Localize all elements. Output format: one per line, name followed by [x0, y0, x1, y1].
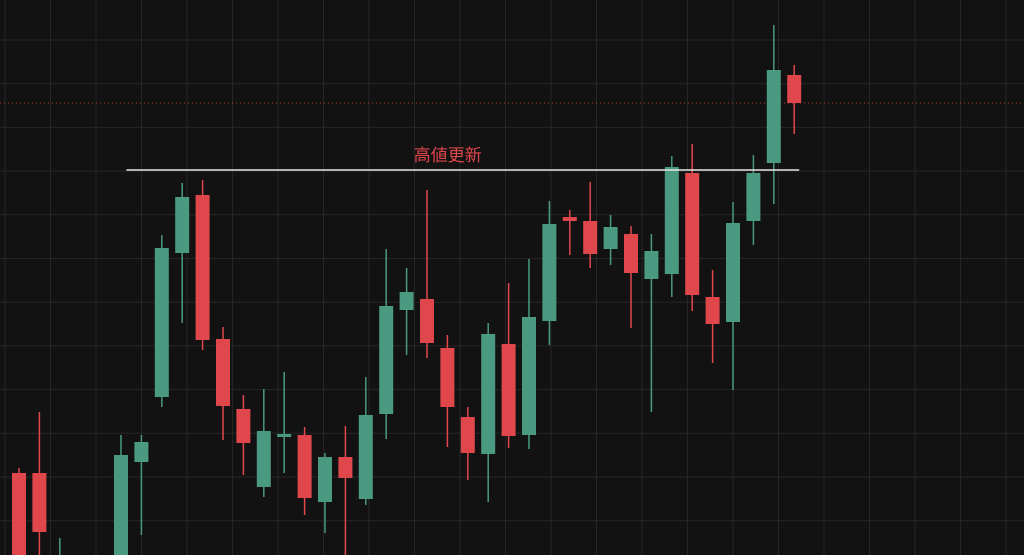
candle-down: [32, 412, 47, 555]
candle-down: [420, 190, 434, 358]
candle-body: [644, 251, 659, 279]
annotations: 高値更新: [414, 146, 482, 166]
candle-up: [644, 234, 659, 412]
candle-body: [175, 197, 190, 253]
candle-body: [236, 409, 251, 443]
candle-up: [175, 183, 190, 323]
candle-up: [746, 155, 761, 245]
candle-up: [522, 259, 536, 449]
candle-body: [705, 297, 720, 324]
candle-body: [766, 70, 781, 163]
candle-down: [562, 210, 577, 255]
candle-down: [236, 395, 251, 475]
candle-up: [603, 215, 618, 265]
candle-up: [664, 156, 679, 297]
candle-body: [399, 292, 414, 310]
candle-down: [705, 270, 720, 363]
candle-body: [522, 317, 536, 435]
candle-body: [256, 431, 271, 487]
candle-up: [358, 377, 373, 505]
candles: [12, 25, 802, 555]
candle-up: [59, 538, 61, 555]
candle-body: [603, 227, 618, 249]
candle-up: [114, 435, 128, 555]
candle-body: [481, 334, 496, 454]
candle-down: [501, 283, 516, 448]
candle-body: [624, 234, 638, 273]
candle-down: [583, 182, 598, 268]
annotation-label: 高値更新: [414, 146, 482, 166]
candle-body: [318, 457, 332, 502]
candle-down: [624, 226, 638, 328]
candle-body: [134, 442, 149, 462]
candle-down: [460, 407, 475, 480]
candle-up: [766, 25, 781, 204]
candle-down: [297, 427, 312, 515]
candle-body: [787, 75, 802, 103]
candle-body: [542, 224, 557, 321]
candle-body: [195, 195, 210, 340]
candle-up: [399, 268, 414, 355]
candle-body: [420, 299, 434, 343]
candle-up: [481, 323, 496, 502]
candle-down: [338, 426, 353, 555]
candle-body: [664, 167, 679, 274]
candle-body: [746, 173, 761, 221]
candle-down: [787, 65, 802, 134]
candle-body: [12, 473, 26, 555]
candle-up: [542, 201, 557, 345]
candle-down: [12, 468, 26, 555]
candle-body: [460, 417, 475, 453]
candle-down: [685, 144, 700, 311]
candle-body: [114, 455, 128, 555]
candle-down: [440, 335, 455, 447]
candle-up: [256, 389, 271, 497]
candle-body: [379, 306, 394, 414]
candle-up: [379, 249, 394, 439]
candle-body: [277, 434, 292, 437]
candle-body: [297, 435, 312, 498]
candle-body: [562, 217, 577, 221]
candle-up: [154, 235, 169, 407]
candle-body: [685, 173, 700, 295]
candle-up: [134, 435, 149, 535]
candle-up: [318, 453, 332, 533]
candle-body: [358, 415, 373, 499]
candle-down: [195, 180, 210, 350]
candle-body: [154, 248, 169, 397]
candle-up: [277, 372, 292, 473]
candle-body: [32, 473, 47, 532]
candle-down: [216, 327, 230, 440]
candle-body: [726, 223, 740, 322]
candle-up: [726, 202, 740, 390]
candle-body: [440, 348, 455, 407]
candle-body: [216, 339, 230, 406]
candle-body: [583, 221, 598, 254]
candle-body: [338, 457, 353, 478]
candle-body: [501, 344, 516, 436]
